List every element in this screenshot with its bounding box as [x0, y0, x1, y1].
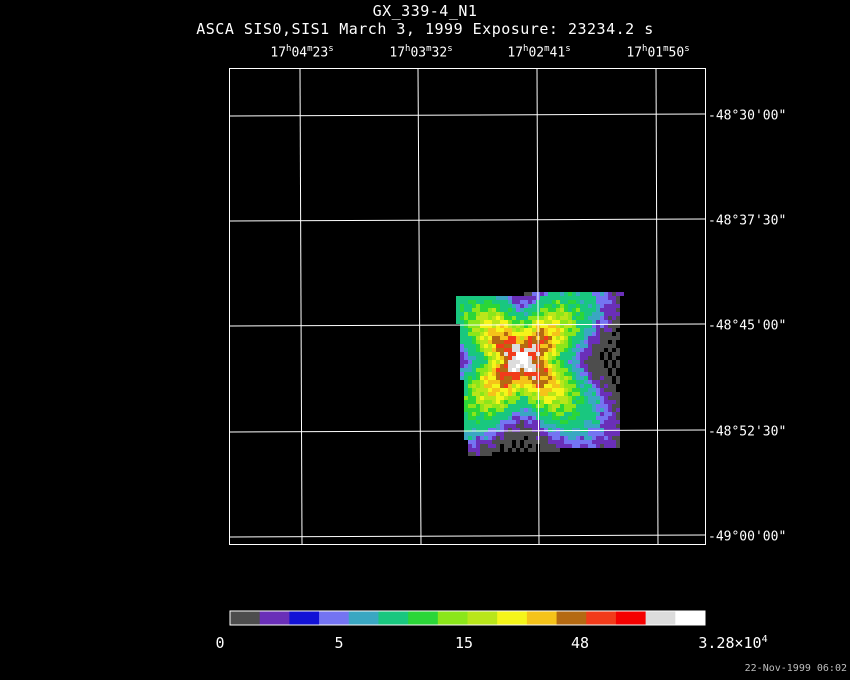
dec-grid-line — [229, 113, 706, 117]
colorbar-label: 5 — [334, 634, 344, 652]
colorbar-swatch — [319, 611, 350, 625]
observation-subtitle: ASCA SIS0,SIS1 March 3, 1999 Exposure: 2… — [196, 20, 654, 38]
dec-grid-line — [229, 323, 706, 327]
ra-tick-label: 17h01m50s — [626, 44, 690, 61]
colorbar-label: 0 — [215, 634, 225, 652]
coordinate-grid — [229, 68, 706, 545]
colorbar-swatch — [378, 611, 409, 625]
colorbar-swatch — [289, 611, 320, 625]
ra-tick-label: 17h04m23s — [270, 44, 334, 61]
ra-grid-line — [536, 68, 540, 545]
image-title: GX_339-4_N1 — [372, 2, 478, 20]
colorbar — [229, 610, 706, 626]
dec-grid-line — [229, 429, 706, 433]
colorbar-swatch — [467, 611, 498, 625]
colorbar-label: 48 — [570, 634, 590, 652]
colorbar-swatch — [675, 611, 706, 625]
colorbar-swatch — [437, 611, 468, 625]
ra-tick-label: 17h03m32s — [389, 44, 453, 61]
colorbar-swatch — [497, 611, 528, 625]
dec-grid-line — [229, 218, 706, 222]
colorbar-swatch — [615, 611, 647, 625]
colorbar-max-label: 3.28×104 — [698, 634, 768, 652]
colorbar-frame — [229, 610, 706, 626]
ra-grid-line — [299, 68, 303, 545]
dec-grid-line — [229, 534, 706, 538]
colorbar-swatch — [348, 611, 379, 625]
ra-grid-line — [417, 68, 422, 545]
timestamp: 22-Nov-1999 06:02 — [744, 663, 847, 674]
colorbar-label: 15 — [454, 634, 474, 652]
colorbar-swatch — [259, 611, 290, 625]
dec-tick-label: -48°37'30" — [708, 213, 787, 229]
plot-frame — [229, 68, 706, 545]
colorbar-swatch — [230, 611, 261, 625]
colorbar-swatch — [556, 611, 587, 625]
colorbar-swatch — [586, 611, 617, 625]
colorbar-swatch — [526, 611, 558, 625]
dec-tick-label: -48°30'00" — [708, 108, 787, 124]
dec-tick-label: -48°52'30" — [708, 424, 787, 440]
ra-grid-line — [655, 68, 659, 545]
colorbar-swatch — [645, 611, 676, 625]
colorbar-swatch — [408, 611, 439, 625]
ra-tick-label: 17h02m41s — [507, 44, 571, 61]
dec-tick-label: -49°00'00" — [708, 529, 787, 545]
dec-tick-label: -48°45'00" — [708, 318, 787, 334]
xray-intensity-map — [456, 292, 624, 456]
